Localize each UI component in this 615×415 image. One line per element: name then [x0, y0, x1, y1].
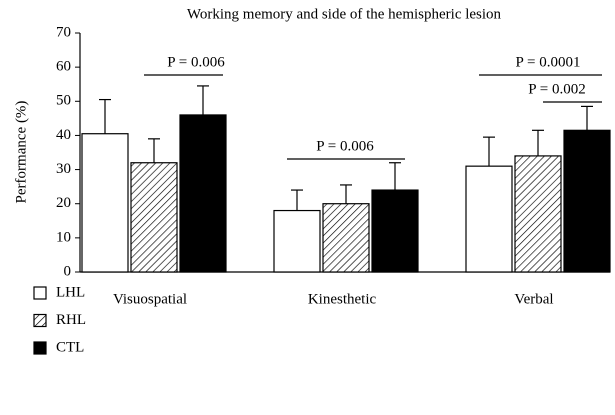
y-axis-label: Performance (%)	[13, 101, 29, 204]
bar	[514, 155, 562, 273]
annotation: P = 0.006	[316, 138, 374, 154]
x-tick-label: Kinesthetic	[308, 291, 377, 307]
annotation: P = 0.002	[528, 81, 586, 97]
bar	[273, 209, 321, 273]
legend-swatch	[33, 341, 47, 355]
annotation: P = 0.0001	[516, 54, 581, 70]
legend-label: LHL	[56, 284, 85, 300]
x-tick-label: Visuospatial	[113, 291, 187, 307]
bar	[322, 203, 370, 273]
bar	[465, 165, 513, 273]
y-tick-label: 10	[56, 229, 71, 245]
legend-label: CTL	[56, 339, 84, 355]
bar	[563, 129, 611, 273]
chart-title: Working memory and side of the hemispher…	[187, 6, 502, 22]
bar	[130, 162, 178, 273]
legend-label: RHL	[56, 312, 86, 328]
bar	[81, 133, 129, 273]
annotation: P = 0.006	[167, 54, 225, 70]
y-tick-label: 50	[56, 93, 71, 109]
y-tick-label: 30	[56, 161, 71, 177]
y-tick-label: 0	[64, 263, 72, 279]
y-tick-label: 60	[56, 59, 71, 75]
y-tick-label: 70	[56, 24, 71, 40]
x-tick-label: Verbal	[514, 291, 553, 307]
legend-swatch	[33, 286, 47, 300]
bar	[371, 189, 419, 273]
bar	[179, 114, 227, 273]
y-tick-label: 20	[56, 195, 71, 211]
legend-swatch	[33, 313, 47, 328]
y-tick-label: 40	[56, 127, 71, 143]
